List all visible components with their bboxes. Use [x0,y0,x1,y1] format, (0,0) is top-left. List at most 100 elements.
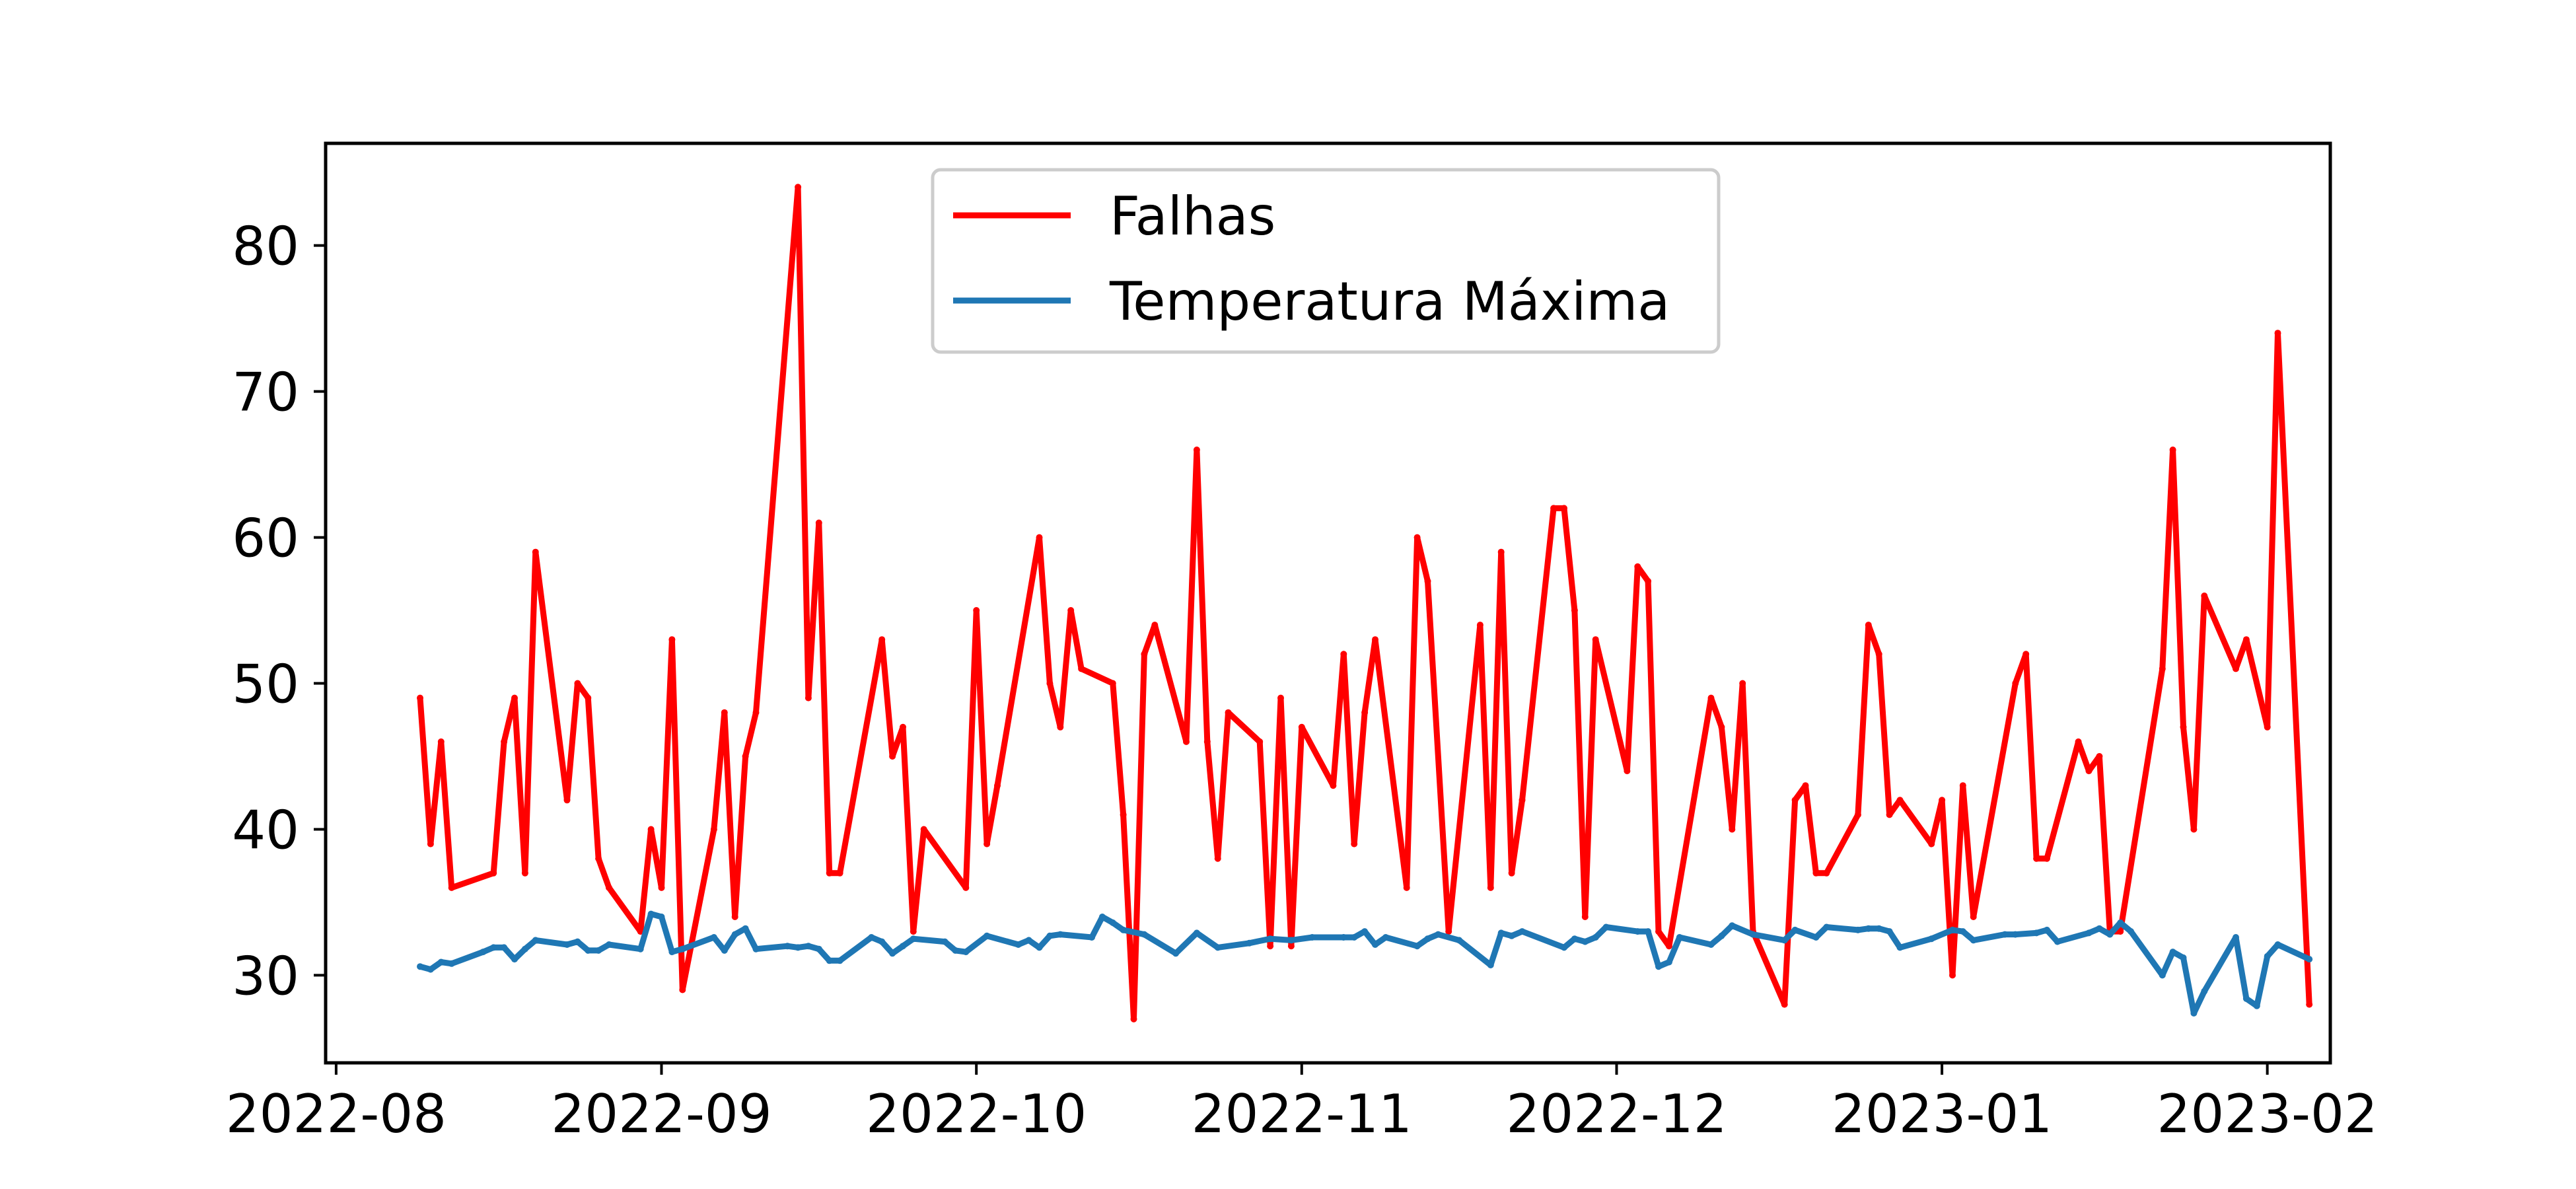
data-point [2306,956,2313,963]
data-point [2044,926,2050,933]
data-point [2274,941,2281,948]
data-point [437,958,445,966]
data-point [1497,548,1505,556]
data-point [585,947,592,954]
data-point [2022,651,2030,658]
data-point [889,950,896,957]
data-point [2169,447,2176,453]
data-point [1865,622,1872,629]
data-point [490,869,497,877]
data-point [1456,937,1463,944]
data-point [1854,811,1861,818]
data-point [815,519,822,526]
data-point [836,957,843,964]
data-point [1781,1001,1788,1008]
data-point [1581,914,1589,920]
x-tick-label: 2022-09 [551,1083,771,1145]
data-point [511,956,518,963]
data-point [2012,931,2019,938]
data-point [2012,680,2019,687]
data-point [1959,928,1966,935]
data-point [1267,935,1274,943]
data-point [1812,934,1820,941]
data-point [1193,929,1200,937]
data-point [574,680,581,687]
data-point [795,184,802,191]
data-point [563,941,571,948]
data-point [1665,958,1672,966]
y-tick-label: 50 [232,654,299,715]
data-point [427,840,434,847]
data-point [1424,577,1431,585]
data-point [910,928,917,935]
data-point [1602,923,1610,931]
data-point [815,945,822,953]
legend-label-falhas: Falhas [1110,186,1275,247]
data-point [1823,923,1830,931]
data-point [2117,919,2124,926]
data-point [1361,928,1369,935]
data-point [1497,929,1505,937]
data-point [1308,934,1316,941]
data-point [637,928,644,935]
data-point [1109,680,1116,687]
data-point [2201,593,2208,599]
data-point [2264,723,2271,731]
data-point [501,738,508,745]
data-point [585,694,592,702]
legend-box [931,168,1721,354]
data-point [1256,738,1264,745]
data-point [1802,782,1809,789]
data-point [1487,884,1494,891]
data-point [784,943,791,950]
data-point [1267,943,1274,950]
data-point [752,709,760,716]
x-axis: 2022-08 2022-09 2022-10 2022-11 2022-12 2023-… [226,1063,2378,1145]
data-point [1561,944,1567,951]
data-point [1435,931,1442,938]
data-point [1886,928,1893,935]
data-point [679,945,686,953]
data-point [1015,941,1022,948]
data-point [1067,607,1075,614]
data-point [1571,935,1578,943]
data-point [1707,941,1715,948]
data-point [1089,934,1095,941]
data-point [668,949,676,956]
data-point [973,607,980,614]
data-point [1372,636,1378,643]
y-tick-label: 80 [232,216,299,277]
data-point [2096,925,2103,932]
data-point [1949,926,1956,933]
data-point [1351,934,1358,941]
data-point [900,943,906,950]
data-point [1109,919,1116,926]
data-point [805,943,812,950]
data-point [889,753,896,760]
data-point [563,797,571,804]
data-point [1025,937,1032,944]
data-point [1036,534,1043,541]
data-point [984,840,991,847]
data-point [1718,932,1725,939]
data-point [1203,738,1211,745]
data-point [1581,938,1589,945]
data-point [2033,855,2040,862]
data-point [1729,922,1736,929]
data-point [1875,925,1882,932]
data-point [1246,939,1253,947]
data-point [511,694,518,702]
data-point [1634,928,1641,935]
data-point [941,938,948,945]
data-point [868,934,875,941]
data-point [1655,963,1662,970]
data-point [1298,723,1305,731]
data-point [647,910,655,918]
data-point [952,947,959,954]
data-point [1445,928,1452,935]
data-point [1970,937,1977,944]
data-point [1655,928,1662,935]
y-axis: 30 40 50 60 70 80 [232,216,326,1007]
data-point [920,826,927,833]
data-point [984,932,991,939]
